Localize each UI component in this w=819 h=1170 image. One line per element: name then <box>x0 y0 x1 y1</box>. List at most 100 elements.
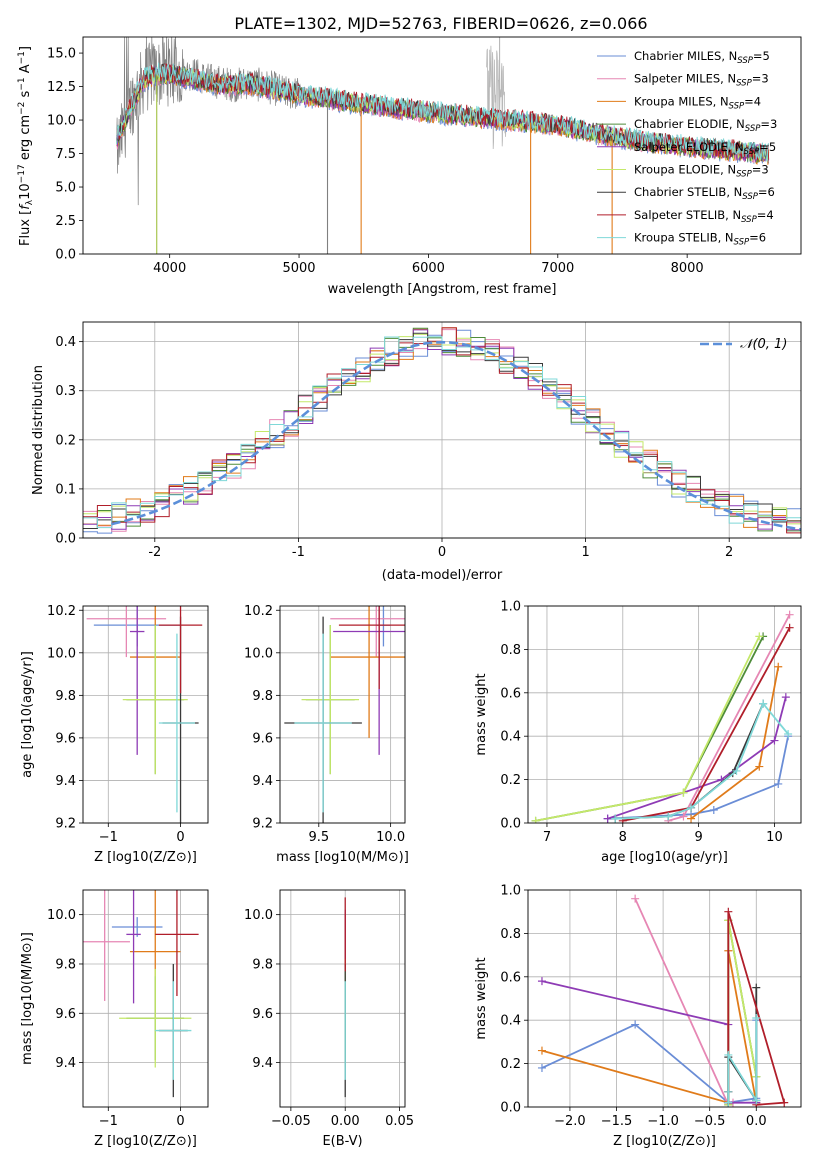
x-tick-label: 5000 <box>282 261 315 276</box>
plus-marker <box>752 1096 761 1105</box>
mass-weight-line <box>541 950 758 1104</box>
plus-marker <box>664 812 673 821</box>
age-vs-z-points <box>86 606 203 823</box>
plus-marker <box>755 762 764 771</box>
mass-weight-line <box>634 898 734 1106</box>
x-axis-label: age [log10(age/yr)] <box>601 850 728 865</box>
axes-frame <box>82 889 209 1108</box>
y-axis-label: age [log10(age/yr)] <box>20 651 35 778</box>
model-spectrum-line <box>116 62 770 163</box>
legend-label: Kroupa ELODIE, NSSP=3 <box>634 163 769 180</box>
y-tick-label: 10.2 <box>47 604 76 619</box>
x-axis-label: wavelength [Angstrom, rest frame] <box>328 282 557 297</box>
legend-label: Salpeter STELIB, NSSP=4 <box>634 208 774 225</box>
x-axis-label: (data-model)/error <box>382 568 503 583</box>
y-tick-label: 10.0 <box>244 908 273 923</box>
x-tick-label: −0.5 <box>694 1114 726 1129</box>
mass-weight-line <box>541 980 757 1104</box>
x-tick-label: −1 <box>99 830 118 845</box>
mass-weight-line <box>727 987 758 1104</box>
y-tick-label: 15.0 <box>47 47 76 62</box>
axes-frame <box>82 605 209 824</box>
mass-weight-line <box>541 1020 758 1104</box>
plus-marker <box>755 632 764 641</box>
plus-marker <box>603 814 612 823</box>
plus-marker <box>785 623 794 632</box>
x-tick-label: 2 <box>725 545 733 560</box>
y-tick-label: 9.2 <box>55 817 76 832</box>
x-tick-label: 9 <box>694 830 702 845</box>
y-tick-label: 0.6 <box>500 970 521 985</box>
x-tick-label: 0.05 <box>385 1114 414 1129</box>
histogram-plot <box>83 327 801 534</box>
mass-weight-line <box>607 696 787 820</box>
axes-frame <box>527 605 802 824</box>
plus-marker <box>724 907 733 916</box>
y-tick-label: 9.6 <box>55 1007 76 1022</box>
plus-marker <box>785 610 794 619</box>
y-tick-label: 9.4 <box>252 1056 273 1071</box>
mass-weight-vs-z-lines <box>537 894 789 1107</box>
x-tick-label: 0.00 <box>331 1114 360 1129</box>
y-tick-label: 9.2 <box>252 817 273 832</box>
x-tick-label: 8000 <box>671 261 704 276</box>
plus-marker <box>780 1098 789 1107</box>
x-axis-label: Z [log10(Z/Z⊙)] <box>94 1134 197 1149</box>
legend-label: Kroupa STELIB, NSSP=6 <box>634 231 766 248</box>
legend-label: 𝒩(0, 1) <box>740 337 787 352</box>
plus-marker <box>537 1063 546 1072</box>
y-axis-label: mass [log10(M/M⊙)] <box>20 932 35 1065</box>
plus-marker <box>709 805 718 814</box>
y-tick-label: 9.4 <box>252 774 273 789</box>
axes-frame <box>82 321 802 539</box>
plus-marker <box>752 983 761 992</box>
y-tick-label: 10.0 <box>244 646 273 661</box>
x-tick-label: 0.0 <box>746 1114 767 1129</box>
plus-marker <box>687 803 696 812</box>
age-vs-mass-points <box>284 606 405 823</box>
y-axis-label: mass weight <box>474 957 489 1039</box>
y-tick-label: 0.0 <box>500 1101 521 1116</box>
plus-marker <box>537 1046 546 1055</box>
x-axis-label: mass [log10(M/M⊙)] <box>276 850 409 865</box>
x-tick-label: 8 <box>619 830 627 845</box>
plus-marker <box>679 812 688 821</box>
legend-label: Kroupa MILES, NSSP=4 <box>634 94 761 111</box>
y-tick-label: 0.0 <box>500 817 521 832</box>
x-tick-label: 7000 <box>541 261 574 276</box>
axes-age-vs-mass: 9.5 10.0 9.2 9.4 9.6 9.8 10.0 10.2 <box>244 604 405 845</box>
mass-weight-line <box>727 911 786 1106</box>
legend-label: Chabrier MILES, NSSP=5 <box>634 49 770 66</box>
axes-mass-weight-vs-z: −2.0 −1.5 −1.0 −0.5 0.0 0.0 0.2 0.4 0.6 0.8 1.0 <box>500 884 801 1129</box>
x-tick-label: −1 <box>99 1114 118 1129</box>
plus-marker <box>687 814 696 823</box>
x-tick-label: −0.05 <box>271 1114 311 1129</box>
plus-marker <box>724 1050 733 1059</box>
x-tick-label: −2.0 <box>554 1114 586 1129</box>
y-tick-label: 0.2 <box>500 773 521 788</box>
y-tick-label: 9.8 <box>252 689 273 704</box>
y-tick-label: 9.6 <box>252 1007 273 1022</box>
axes-frame <box>82 36 802 255</box>
plus-marker <box>724 1087 733 1096</box>
axes-frame <box>527 889 802 1108</box>
y-tick-label: 0.8 <box>500 643 521 658</box>
y-tick-label: 9.8 <box>55 689 76 704</box>
x-tick-label: 0 <box>176 1114 184 1129</box>
legend-label: Chabrier ELODIE, NSSP=3 <box>634 117 777 134</box>
y-tick-label: 0.1 <box>55 482 76 497</box>
x-tick-label: 9.5 <box>308 830 329 845</box>
y-tick-label: 0.4 <box>500 730 521 745</box>
plus-marker <box>531 816 540 823</box>
y-tick-label: 9.8 <box>252 957 273 972</box>
plus-marker <box>631 894 640 903</box>
x-tick-label: 4000 <box>153 261 186 276</box>
mass-weight-vs-age-lines <box>531 610 794 823</box>
y-tick-label: 0.4 <box>55 335 76 350</box>
x-tick-label: 0 <box>176 830 184 845</box>
axes-frame <box>279 605 406 824</box>
mass-weight-line <box>607 736 789 820</box>
y-tick-label: 10.0 <box>47 908 76 923</box>
mass-vs-z-points <box>83 890 199 1098</box>
spectrum-plot <box>116 37 770 254</box>
